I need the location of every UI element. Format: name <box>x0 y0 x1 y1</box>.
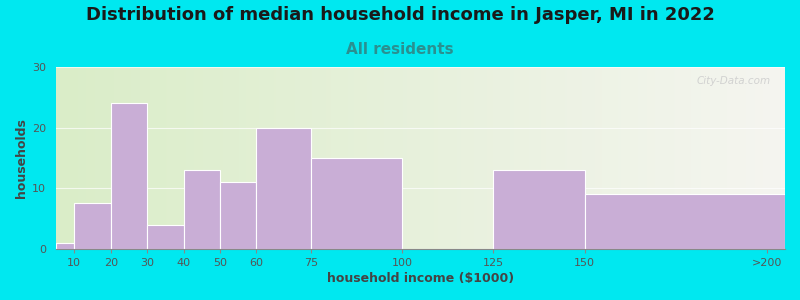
Text: Distribution of median household income in Jasper, MI in 2022: Distribution of median household income … <box>86 6 714 24</box>
Bar <box>257 128 311 249</box>
Bar <box>311 158 402 249</box>
Bar <box>220 182 257 249</box>
Bar <box>585 194 785 249</box>
Y-axis label: households: households <box>15 118 28 198</box>
Bar <box>110 103 147 249</box>
Bar <box>74 203 110 249</box>
Bar <box>56 243 74 249</box>
Bar <box>183 170 220 249</box>
Text: All residents: All residents <box>346 42 454 57</box>
Text: City-Data.com: City-Data.com <box>696 76 770 86</box>
X-axis label: household income ($1000): household income ($1000) <box>327 272 514 285</box>
Bar <box>147 225 183 249</box>
Bar <box>494 170 585 249</box>
